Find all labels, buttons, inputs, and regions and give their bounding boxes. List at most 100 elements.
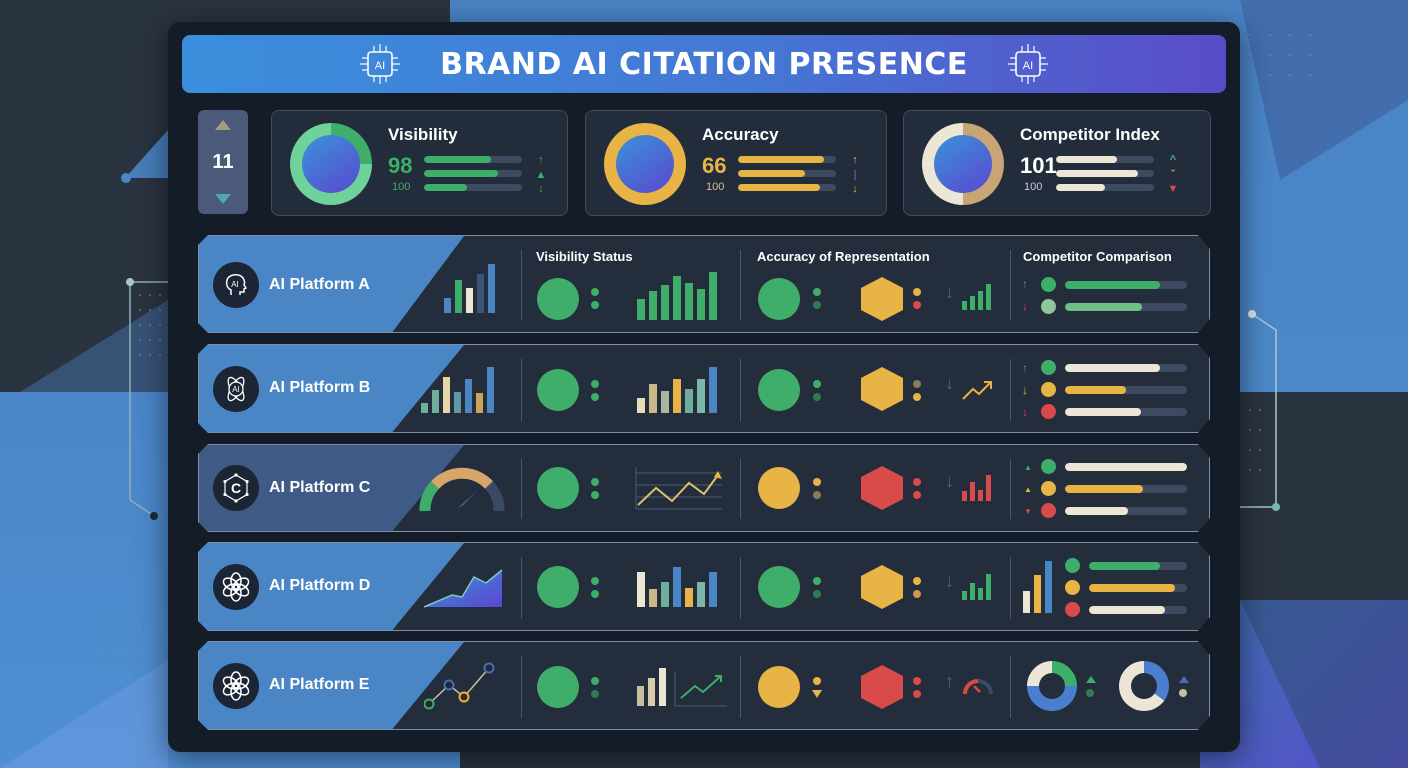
- ai-chip-icon: AI: [1007, 44, 1048, 84]
- accuracy-ring-chart: [604, 123, 686, 205]
- competitor-bar: [1089, 562, 1187, 570]
- hexagon-indicator: [861, 565, 903, 609]
- platform-row-d[interactable]: AI Platform D ↓: [198, 542, 1210, 631]
- status-dot: [913, 590, 921, 598]
- summary-bar-chart: [421, 367, 503, 413]
- svg-text:AI: AI: [231, 280, 239, 289]
- triangle-down-icon[interactable]: [215, 194, 231, 204]
- status-dot: [813, 590, 821, 598]
- kpi-label: Visibility: [388, 125, 458, 144]
- status-dot: [813, 301, 821, 309]
- status-dot: [913, 288, 921, 296]
- summary-area-chart: [424, 567, 506, 609]
- arrow-up-icon: ↑: [538, 154, 544, 166]
- visibility-status-indicator: [537, 467, 579, 509]
- column-title-visibility: Visibility Status: [536, 249, 633, 264]
- trend-up-icon: [961, 379, 995, 401]
- status-dot: [913, 380, 921, 388]
- competitor-bar: [1065, 485, 1187, 493]
- arrow-down-icon: ↓: [945, 571, 954, 591]
- visibility-bar-chart: [637, 367, 721, 413]
- status-dot: [1086, 689, 1094, 697]
- competitor-dot: [1041, 404, 1056, 419]
- status-dot: [591, 301, 599, 309]
- accuracy-bar-chart: [962, 574, 994, 600]
- status-dot: [913, 677, 921, 685]
- status-dot: [591, 690, 599, 698]
- visibility-bar-chart: [637, 567, 721, 607]
- kpi-card-visibility[interactable]: Visibility 98 100 ↑ ▲ ↓: [271, 110, 568, 216]
- competitor-dot: [1041, 299, 1056, 314]
- column-divider: [1010, 656, 1011, 718]
- platform-row-e[interactable]: AI Platform E ↑: [198, 641, 1210, 730]
- kpi-value: 101: [1020, 153, 1057, 178]
- status-dot: [913, 491, 921, 499]
- accuracy-status-indicator: [758, 278, 800, 320]
- platform-row-b[interactable]: AI AI Platform B ↓ ↑ ↓ ↓: [198, 344, 1210, 433]
- divider-icon: |: [853, 168, 857, 181]
- summary-line-chart: [424, 662, 504, 712]
- svg-text:AI: AI: [1023, 60, 1033, 72]
- hexagon-indicator: [861, 367, 903, 411]
- competitor-dot: [1065, 558, 1080, 573]
- triangle-down-icon: [812, 690, 822, 698]
- visibility-ring-chart: [290, 123, 372, 205]
- openai-knot-icon: [213, 564, 259, 610]
- status-dot: [813, 478, 821, 486]
- platform-row-a[interactable]: AI AI Platform A Visibility Status Accur…: [198, 235, 1210, 333]
- arrow-up-icon: ↑: [852, 154, 858, 166]
- competitor-bar: [1065, 281, 1187, 289]
- kpi-card-competitor-index[interactable]: Competitor Index 101 100 ^ ˇ ▼: [903, 110, 1211, 216]
- competitor-dot: [1041, 277, 1056, 292]
- status-dot: [813, 577, 821, 585]
- column-divider: [1010, 557, 1011, 619]
- triangle-up-icon: ▲: [1024, 485, 1032, 494]
- platform-row-c[interactable]: C AI Platform C ↓ ▲: [198, 444, 1210, 532]
- title-bar: AI BRAND AI CITATION PRESENCE AI: [182, 35, 1226, 93]
- status-dot: [591, 288, 599, 296]
- column-divider: [521, 359, 522, 421]
- triangle-up-icon[interactable]: [215, 120, 231, 130]
- column-divider: [740, 656, 741, 718]
- chevron-up-icon: ^: [1169, 154, 1177, 166]
- platform-name: AI Platform C: [269, 479, 371, 496]
- status-dot: [591, 491, 599, 499]
- hexagon-indicator: [861, 665, 903, 709]
- visibility-status-indicator: [537, 278, 579, 320]
- competitor-bar-chart: [1023, 561, 1057, 613]
- column-divider: [740, 459, 741, 519]
- competitor-dot: [1065, 602, 1080, 617]
- dashboard-panel: AI BRAND AI CITATION PRESENCE AI 11: [168, 22, 1240, 752]
- ai-chip-icon: AI: [360, 44, 401, 84]
- c-hex-icon: C: [213, 465, 259, 511]
- arrow-down-icon: ↓: [945, 373, 954, 393]
- column-divider: [521, 557, 522, 619]
- hexagon-indicator: [861, 466, 903, 510]
- status-dot: [913, 393, 921, 401]
- column-divider: [521, 459, 522, 519]
- competitor-bar: [1065, 463, 1187, 471]
- platform-name: AI Platform A: [269, 276, 370, 293]
- competitor-bar: [1065, 408, 1187, 416]
- trend-arrows: ^ ˇ ▼: [1166, 155, 1180, 195]
- column-divider: [740, 557, 741, 619]
- arrow-down-icon: ↓: [945, 282, 954, 302]
- column-divider: [1010, 459, 1011, 519]
- competitor-dot: [1041, 503, 1056, 518]
- column-title-competitor: Competitor Comparison: [1023, 249, 1172, 264]
- accuracy-bar-chart: [962, 284, 994, 310]
- accuracy-status-indicator: [758, 369, 800, 411]
- status-dot: [591, 478, 599, 486]
- rank-stepper[interactable]: 11: [198, 110, 248, 214]
- competitor-bar: [1065, 386, 1187, 394]
- competitor-dot: [1041, 459, 1056, 474]
- accuracy-bar-chart: [962, 475, 994, 501]
- platform-name: AI Platform E: [269, 676, 370, 693]
- accuracy-status-indicator: [758, 467, 800, 509]
- status-dot: [1179, 689, 1187, 697]
- kpi-card-accuracy[interactable]: Accuracy 66 100 ↑ | ↓: [585, 110, 887, 216]
- stepper-value: 11: [212, 150, 234, 173]
- arrow-down-icon: ↓: [1022, 383, 1028, 397]
- kpi-bars: [424, 156, 522, 198]
